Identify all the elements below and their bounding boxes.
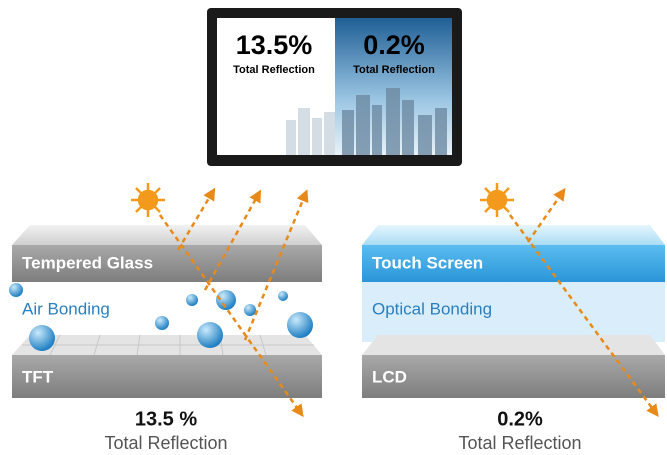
layer-label: TFT — [22, 367, 54, 386]
result-value: 13.5 % — [135, 408, 197, 430]
light-rays — [158, 187, 659, 418]
monitor-left-value: 13.5% — [236, 30, 313, 60]
glass-top — [12, 225, 322, 245]
layer-label: Touch Screen — [372, 253, 483, 272]
buildings-faded — [286, 108, 335, 155]
result-label: Total Reflection — [104, 433, 227, 453]
sun — [480, 183, 514, 217]
lcd-front — [362, 355, 665, 398]
monitor-right-label: Total Reflection — [353, 64, 435, 76]
layer-label: Air Bonding — [22, 299, 110, 318]
glass-front — [12, 245, 322, 282]
buildings — [342, 88, 447, 155]
lcd-top — [362, 335, 665, 355]
layer-label: Tempered Glass — [22, 253, 153, 272]
result-value: 0.2% — [497, 408, 543, 430]
tft-front — [12, 355, 322, 398]
layer-label: Optical Bonding — [372, 299, 492, 318]
optical-bonding — [362, 282, 665, 342]
touch-front — [362, 245, 665, 282]
bubbles — [9, 283, 313, 351]
monitor-right-value: 0.2% — [363, 30, 425, 60]
result-label: Total Reflection — [458, 433, 581, 453]
touch-top — [362, 225, 665, 245]
monitor-left-label: Total Reflection — [233, 64, 315, 76]
layer-label: LCD — [372, 367, 407, 386]
sun — [131, 183, 165, 217]
